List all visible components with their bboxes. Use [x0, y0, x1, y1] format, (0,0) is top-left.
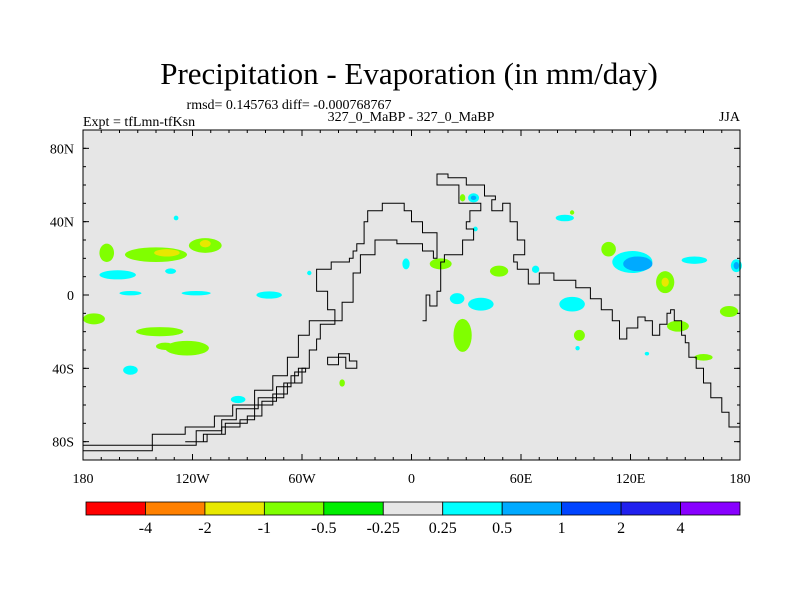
anomaly-region — [173, 215, 179, 221]
anomaly-region — [156, 342, 175, 351]
colorbar-label: -2 — [198, 520, 211, 537]
anomaly-region — [135, 327, 184, 337]
y-axis: 80N 40N 0 40S 80S — [50, 129, 740, 461]
anomaly-region — [623, 256, 653, 272]
anomaly-region — [573, 329, 585, 341]
chart-title: Precipitation - Evaporation (in mm/day) — [160, 56, 658, 91]
coastline — [422, 173, 741, 438]
x-tick-label: 60E — [510, 472, 533, 487]
anomaly-region — [181, 290, 211, 296]
anomaly-region — [719, 306, 739, 317]
anomaly-region — [531, 265, 540, 274]
colorbar-label: -0.25 — [367, 520, 400, 537]
colorbar-swatch — [145, 501, 206, 516]
anomaly-region — [339, 379, 345, 387]
colorbar-label: 4 — [677, 520, 685, 537]
y-tick-label: 40S — [52, 362, 74, 377]
colorbar-label: -0.5 — [311, 520, 336, 537]
colorbar-label: 0.25 — [429, 520, 457, 537]
coastline — [185, 367, 307, 443]
anomaly-region — [470, 195, 477, 201]
y-tick-label: 40N — [50, 216, 74, 231]
anomaly-region — [733, 262, 740, 270]
anomaly-region — [83, 313, 105, 325]
anomaly-region — [99, 270, 136, 280]
left-label: Expt = tfLmn-tfKsn — [83, 115, 195, 130]
anomaly-region — [453, 318, 472, 352]
colorbar-swatch — [620, 501, 681, 516]
center-label: 327_0_MaBP - 327_0_MaBP — [328, 110, 495, 125]
colorbar-swatch — [204, 501, 265, 516]
anomaly-region — [199, 240, 211, 248]
anomaly-region — [123, 365, 138, 375]
anomaly-shading — [83, 193, 742, 404]
colorbar-label: -4 — [139, 520, 152, 537]
anomaly-region — [256, 291, 282, 299]
plot-area — [83, 130, 740, 460]
anomaly-region — [402, 258, 410, 270]
coastline — [83, 202, 438, 452]
stats-label: rmsd= 0.145763 diff= -0.000768767 — [187, 98, 392, 113]
y-tick-label: 80S — [52, 436, 74, 451]
anomaly-region — [489, 265, 509, 277]
anomaly-region — [165, 340, 209, 356]
anomaly-region — [569, 210, 575, 215]
x-tick-label: 180 — [730, 472, 751, 487]
anomaly-region — [230, 395, 246, 404]
anomaly-region — [694, 354, 713, 361]
colorbar-label: 0.5 — [492, 520, 512, 537]
anomaly-region — [644, 351, 650, 356]
anomaly-region — [667, 320, 689, 332]
anomaly-region — [99, 243, 115, 262]
colorbar-label: 1 — [558, 520, 566, 537]
right-label: JJA — [719, 110, 741, 125]
anomaly-region — [165, 268, 177, 274]
colorbar-swatch — [561, 501, 622, 516]
colorbar-swatch — [680, 501, 741, 516]
anomaly-region — [575, 345, 580, 351]
anomaly-region — [601, 241, 616, 257]
anomaly-region — [473, 226, 478, 232]
anomaly-region — [119, 290, 142, 296]
y-tick-label: 80N — [50, 142, 74, 157]
anomaly-region — [459, 194, 466, 202]
anomaly-region — [661, 277, 669, 287]
x-axis: 180 120W 60W 0 60E 120E 180 — [73, 130, 751, 487]
y-tick-label: 0 — [67, 289, 74, 304]
colorbar: -4 -2 -1 -0.5 -0.25 0.25 0.5 1 2 4 — [85, 501, 741, 537]
anomaly-region — [154, 249, 180, 257]
colorbar-swatch — [501, 501, 563, 516]
colorbar-swatch — [85, 501, 146, 516]
anomaly-region — [468, 297, 494, 311]
x-tick-label: 120W — [175, 472, 210, 487]
x-tick-label: 0 — [408, 472, 415, 487]
anomaly-region — [555, 214, 574, 222]
anomaly-region — [681, 256, 708, 264]
land-outlines — [83, 173, 741, 452]
colorbar-label: 2 — [617, 520, 625, 537]
anomaly-region — [449, 293, 465, 305]
coastline — [327, 353, 358, 369]
anomaly-region — [559, 296, 585, 312]
colorbar-swatch — [382, 501, 444, 516]
colorbar-swatch — [442, 501, 503, 516]
x-tick-label: 120E — [616, 472, 646, 487]
x-tick-label: 180 — [73, 472, 94, 487]
colorbar-swatch — [323, 501, 384, 516]
colorbar-label: -1 — [258, 520, 271, 537]
colorbar-swatch — [263, 501, 325, 516]
x-tick-label: 60W — [288, 472, 316, 487]
anomaly-region — [307, 270, 312, 276]
